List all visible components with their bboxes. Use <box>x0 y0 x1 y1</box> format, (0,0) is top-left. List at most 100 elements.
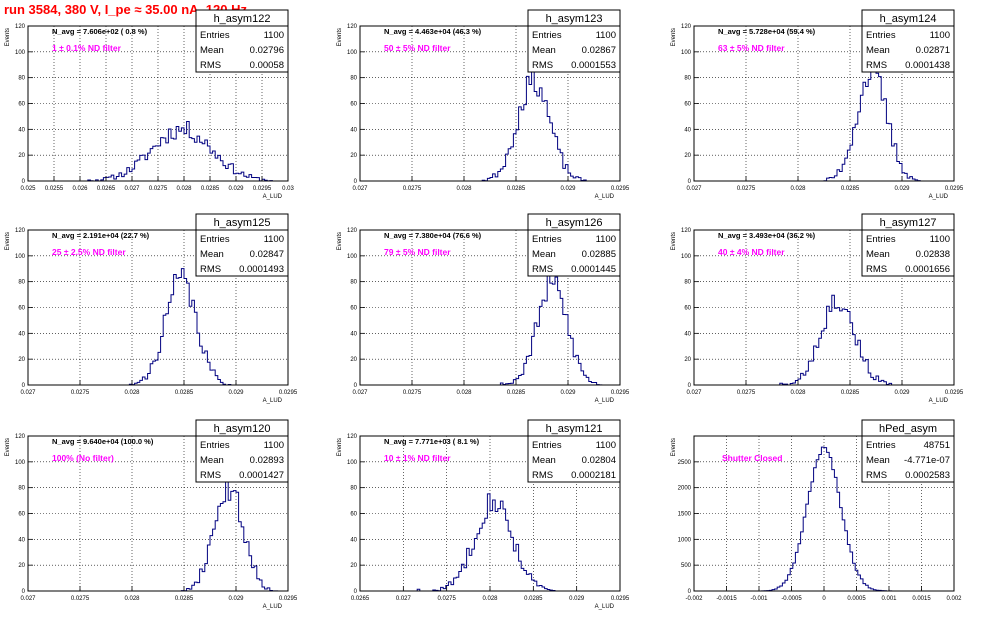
x-tick-label: 0.029 <box>569 596 585 602</box>
stats-box <box>861 435 955 483</box>
x-axis-label: A_LUD <box>929 194 949 200</box>
navg-label: N_avg = 7.380e+04 (76.6 %) <box>384 231 482 240</box>
y-tick-label: 100 <box>681 254 692 260</box>
y-axis-label: Events <box>671 28 677 46</box>
x-tick-label: 0.027 <box>686 186 702 192</box>
y-tick-label: 60 <box>350 512 357 518</box>
x-tick-label: 0.0285 <box>841 390 860 396</box>
stats-value-mean: 0.02804 <box>582 455 616 466</box>
y-tick-label: 40 <box>684 331 691 337</box>
stats-key-rms: RMS <box>200 264 221 275</box>
y-tick-label: 100 <box>15 460 26 466</box>
stats-value-entries: 1100 <box>264 440 284 451</box>
stats-key-entries: Entries <box>866 234 896 245</box>
y-tick-label: 20 <box>684 357 691 363</box>
stats-key-rms: RMS <box>866 470 887 481</box>
histogram-name: h_asym125 <box>214 217 271 229</box>
y-axis-label: Events <box>5 232 11 250</box>
filter-label: 1 ± 0.1% ND filter <box>52 43 122 53</box>
x-tick-label: 0.0275 <box>71 390 90 396</box>
stats-value-rms: 0.00058 <box>250 60 284 71</box>
x-tick-label: 0.029 <box>228 390 244 396</box>
filter-label: Shutter Closed <box>722 453 782 463</box>
x-tick-label: 0.029 <box>894 390 910 396</box>
histogram-panel-h_asym120: 0.027 0.0275 0.028 0.0285 0.029 0.0295 0 20 40 60… <box>5 419 298 610</box>
stats-key-entries: Entries <box>532 440 562 451</box>
x-tick-label: 0.028 <box>124 390 140 396</box>
x-tick-label: 0.0295 <box>611 186 630 192</box>
y-tick-label: 40 <box>18 127 25 133</box>
y-tick-label: 0 <box>688 589 692 595</box>
x-tick-label: 0.027 <box>352 390 368 396</box>
x-tick-label: 0.0295 <box>945 390 964 396</box>
histogram-name: h_asym124 <box>880 13 937 25</box>
y-axis-label: Events <box>337 28 343 46</box>
navg-label: N_avg = 5.728e+04 (59.4 %) <box>718 27 816 36</box>
stats-value-rms: 0.0001553 <box>571 60 616 71</box>
stats-key-mean: Mean <box>866 455 890 466</box>
stats-box <box>195 25 289 73</box>
y-tick-label: 100 <box>347 254 358 260</box>
y-axis-label: Events <box>671 438 677 456</box>
stats-key-mean: Mean <box>200 455 224 466</box>
navg-label: N_avg = 2.191e+04 (22.7 %) <box>52 231 150 240</box>
stats-key-mean: Mean <box>866 45 890 56</box>
stats-key-entries: Entries <box>866 30 896 41</box>
histogram-panel-h_asym125: 0.027 0.0275 0.028 0.0285 0.029 0.0295 0 20 40 60… <box>5 213 298 404</box>
filter-label: 10 ± 1% ND filter <box>384 453 451 463</box>
stats-value-rms: 0.0001445 <box>571 264 616 275</box>
y-tick-label: 120 <box>681 24 692 30</box>
navg-label: N_avg = 4.463e+04 (46.3 %) <box>384 27 482 36</box>
y-tick-label: 0 <box>688 179 692 185</box>
stats-value-entries: 1100 <box>264 234 284 245</box>
y-tick-label: 60 <box>684 306 691 312</box>
x-tick-label: 0.0255 <box>45 186 64 192</box>
histogram-panel-h_asym127: 0.027 0.0275 0.028 0.0285 0.029 0.0295 0 20 40 60… <box>671 213 964 404</box>
y-tick-label: 0 <box>354 589 358 595</box>
x-tick-label: 0.027 <box>20 596 36 602</box>
stats-box <box>527 435 621 483</box>
x-tick-label: 0.0275 <box>403 390 422 396</box>
y-tick-label: 60 <box>350 102 357 108</box>
stats-key-mean: Mean <box>532 249 556 260</box>
y-axis-label: Events <box>671 232 677 250</box>
x-tick-label: 0.029 <box>894 186 910 192</box>
x-axis-label: A_LUD <box>595 194 615 200</box>
y-tick-label: 60 <box>350 306 357 312</box>
x-tick-label: 0.001 <box>881 596 897 602</box>
y-tick-label: 0 <box>688 383 692 389</box>
x-tick-label: 0.027 <box>124 186 140 192</box>
navg-label: N_avg = 7.606e+02 ( 0.8 %) <box>52 27 148 36</box>
x-tick-label: 0.029 <box>560 186 576 192</box>
histogram-line <box>28 475 288 592</box>
y-tick-label: 120 <box>15 228 26 234</box>
stats-key-rms: RMS <box>866 264 887 275</box>
x-tick-label: 0.028 <box>176 186 192 192</box>
stats-box <box>195 435 289 483</box>
stats-value-entries: 1100 <box>596 30 616 41</box>
stats-value-rms: 0.0001438 <box>905 60 950 71</box>
y-tick-label: 2500 <box>678 460 692 466</box>
y-tick-label: 20 <box>350 357 357 363</box>
x-tick-label: 0.0295 <box>279 390 298 396</box>
histogram-panel-h_asym121: 0.0265 0.027 0.0275 0.028 0.0285 0.029 0.0295 0… <box>337 419 630 610</box>
y-tick-label: 120 <box>15 24 26 30</box>
stats-value-rms: 0.0001427 <box>239 470 284 481</box>
y-tick-label: 0 <box>22 589 26 595</box>
run-title: run 3584, 380 V, I_pe ≈ 35.00 nA, 120 Hz <box>4 2 247 17</box>
stats-value-mean: 0.02847 <box>250 249 284 260</box>
histogram-name: hPed_asym <box>879 423 937 435</box>
y-tick-label: 80 <box>684 280 691 286</box>
x-tick-label: 0.027 <box>396 596 412 602</box>
stats-box <box>527 229 621 277</box>
stats-key-rms: RMS <box>532 60 553 71</box>
x-tick-label: 0.002 <box>946 596 962 602</box>
x-tick-label: 0.025 <box>20 186 36 192</box>
y-tick-label: 100 <box>15 254 26 260</box>
y-tick-label: 60 <box>684 102 691 108</box>
x-axis-label: A_LUD <box>595 398 615 404</box>
stats-value-rms: 0.0002583 <box>905 470 950 481</box>
y-tick-label: 40 <box>350 331 357 337</box>
y-tick-label: 2000 <box>678 486 692 492</box>
stats-value-rms: 0.0001656 <box>905 264 950 275</box>
